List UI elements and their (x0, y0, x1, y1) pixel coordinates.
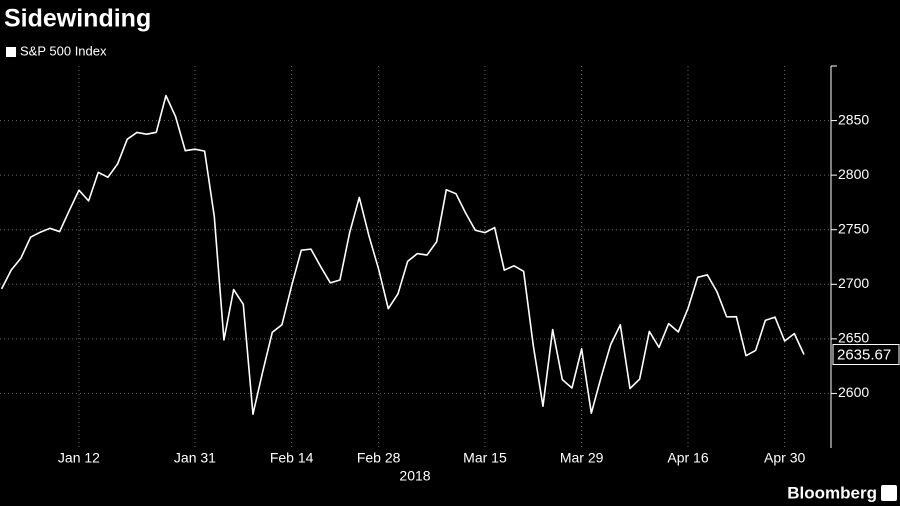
x-tick-label: Jan 31 (174, 450, 216, 466)
y-tick-label: 2800 (838, 166, 869, 182)
x-tick-label: Feb 28 (357, 450, 401, 466)
last-value-label: 2635.67 (837, 346, 891, 363)
x-tick-label: Feb 14 (270, 450, 314, 466)
x-tick-label: Apr 16 (667, 450, 708, 466)
source: Bloomberg (787, 483, 877, 502)
y-tick-label: 2600 (838, 384, 869, 400)
y-tick-label: 2750 (838, 220, 869, 236)
y-tick-label: 2850 (838, 111, 869, 127)
x-tick-label: Apr 30 (764, 450, 805, 466)
chart-title: Sidewinding (4, 5, 151, 33)
y-tick-label: 2650 (838, 330, 869, 346)
x-tick-label: Mar 15 (463, 450, 507, 466)
line (0, 94, 805, 415)
x-tick-label: Mar 29 (560, 450, 604, 466)
legend-swatch (6, 47, 16, 57)
last-value-box (832, 343, 900, 365)
x-tick-label: Jan 12 (58, 450, 100, 466)
logo-icon (881, 485, 897, 501)
x-axis-label: 2018 (399, 468, 430, 484)
y-tick-label: 2700 (838, 275, 869, 291)
legend-label: S&P 500 Index (20, 43, 107, 58)
